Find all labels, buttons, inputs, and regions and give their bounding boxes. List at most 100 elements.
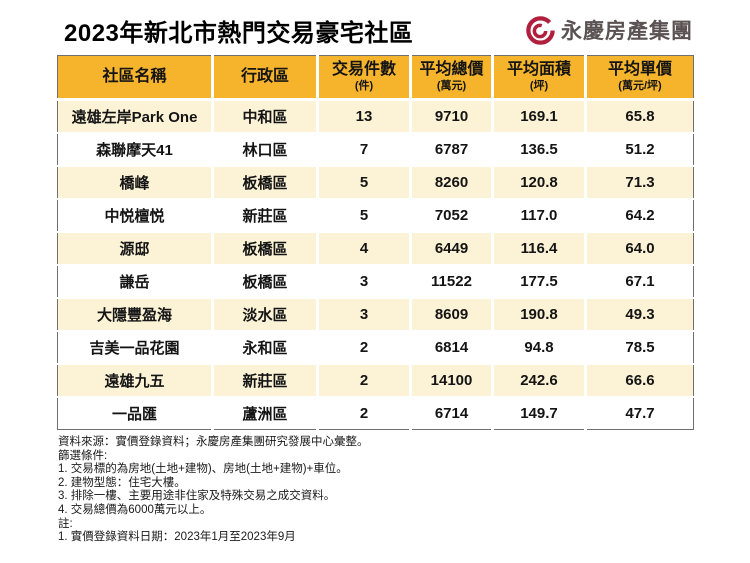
- cell-avg-total-price: 8609: [409, 297, 493, 331]
- cell-community-name: 大隱豐盈海: [57, 297, 213, 331]
- luxury-housing-table: 社區名稱 行政區 交易件數 (件) 平均總價 (萬元) 平均面積 (坪): [57, 55, 694, 430]
- cell-district: 蘆洲區: [211, 396, 318, 430]
- col-header-avg-area: 平均面積 (坪): [491, 55, 586, 101]
- col-header-unit: (坪): [529, 79, 549, 92]
- table-row: 大隱豐盈海 淡水區 3 8609 190.8 49.3: [57, 297, 694, 331]
- footnote-line: 1. 實價登錄資料日期：2023年1月至2023年9月: [58, 531, 296, 544]
- cell-transaction-count: 13: [316, 98, 411, 133]
- cell-district: 板橋區: [211, 231, 318, 265]
- cell-district: 淡水區: [211, 297, 318, 331]
- footnote-line: 4. 交易總價為6000萬元以上。: [58, 503, 212, 516]
- table-row: 遠雄左岸Park One 中和區 13 9710 169.1 65.8: [57, 98, 694, 133]
- col-header-unit: (萬元): [436, 79, 467, 92]
- table-row: 源邸 板橋區 4 6449 116.4 64.0: [57, 231, 694, 265]
- col-header-community-name: 社區名稱: [57, 55, 213, 101]
- col-header-transaction-count: 交易件數 (件): [316, 55, 411, 101]
- cell-avg-unit-price: 64.2: [584, 198, 694, 232]
- cell-avg-unit-price: 67.1: [584, 264, 694, 298]
- cell-transaction-count: 2: [316, 396, 411, 430]
- footnote-line: 註:: [58, 517, 73, 530]
- cell-community-name: 遠雄九五: [57, 363, 213, 397]
- cell-avg-area: 169.1: [491, 98, 586, 133]
- cell-community-name: 謙岳: [57, 264, 213, 298]
- cell-avg-area: 242.6: [491, 363, 586, 397]
- table-row: 吉美一品花園 永和區 2 6814 94.8 78.5: [57, 330, 694, 364]
- cell-avg-total-price: 8260: [409, 165, 493, 199]
- table-header-row: 社區名稱 行政區 交易件數 (件) 平均總價 (萬元) 平均面積 (坪): [57, 55, 694, 101]
- cell-district: 新莊區: [211, 363, 318, 397]
- cell-avg-area: 149.7: [491, 396, 586, 430]
- cell-avg-unit-price: 47.7: [584, 396, 694, 430]
- col-header-district: 行政區: [211, 55, 318, 101]
- cell-avg-total-price: 6787: [409, 132, 493, 166]
- cell-avg-area: 136.5: [491, 132, 586, 166]
- cell-community-name: 一品匯: [57, 396, 213, 430]
- cell-community-name: 橋峰: [57, 165, 213, 199]
- cell-avg-area: 116.4: [491, 231, 586, 265]
- cell-community-name: 森聯摩天41: [57, 132, 213, 166]
- cell-avg-unit-price: 65.8: [584, 98, 694, 133]
- table-row: 遠雄九五 新莊區 2 14100 242.6 66.6: [57, 363, 694, 397]
- col-header-label: 平均總價: [419, 61, 484, 79]
- footnote-line: 資料來源：實價登錄資料；永慶房產集團研究發展中心彙整。: [58, 436, 369, 448]
- table-header: 社區名稱 行政區 交易件數 (件) 平均總價 (萬元) 平均面積 (坪): [57, 55, 694, 101]
- brand-name: 永慶房產集團: [561, 20, 693, 43]
- cell-community-name: 遠雄左岸Park One: [57, 98, 213, 133]
- cell-district: 板橋區: [211, 264, 318, 298]
- cell-avg-total-price: 6449: [409, 231, 493, 265]
- cell-avg-unit-price: 64.0: [584, 231, 694, 265]
- cell-avg-total-price: 7052: [409, 198, 493, 232]
- cell-district: 林口區: [211, 132, 318, 166]
- cell-transaction-count: 3: [316, 297, 411, 331]
- cell-transaction-count: 2: [316, 363, 411, 397]
- col-header-avg-unit-price: 平均單價 (萬元/坪): [584, 55, 694, 101]
- cell-avg-area: 94.8: [491, 330, 586, 364]
- cell-avg-unit-price: 66.6: [584, 363, 694, 397]
- col-header-label: 行政區: [240, 67, 289, 85]
- cell-avg-total-price: 6714: [409, 396, 493, 430]
- cell-avg-unit-price: 71.3: [584, 165, 694, 199]
- page-title: 2023年新北市熱門交易豪宅社區: [64, 19, 414, 47]
- cell-avg-area: 190.8: [491, 297, 586, 331]
- footnotes: 資料來源：實價登錄資料；永慶房產集團研究發展中心彙整。 篩選條件: 1. 交易標的為…: [58, 436, 750, 545]
- footnote-line: 2. 建物型態：住宅大樓。: [58, 476, 186, 489]
- brand-logo: 永慶房產集團: [524, 14, 693, 47]
- cell-district: 板橋區: [211, 165, 318, 199]
- cell-transaction-count: 5: [316, 165, 411, 199]
- table-row: 中悦檀悦 新莊區 5 7052 117.0 64.2: [57, 198, 694, 232]
- cell-community-name: 中悦檀悦: [57, 198, 213, 232]
- col-header-unit: (萬元/坪): [618, 79, 662, 92]
- cell-transaction-count: 2: [316, 330, 411, 364]
- table-row: 一品匯 蘆洲區 2 6714 149.7 47.7: [57, 396, 694, 430]
- cell-district: 中和區: [211, 98, 318, 133]
- cell-avg-unit-price: 78.5: [584, 330, 694, 364]
- table-row: 謙岳 板橋區 3 11522 177.5 67.1: [57, 264, 694, 298]
- cell-avg-unit-price: 51.2: [584, 132, 694, 166]
- yungching-swirl-icon: [526, 15, 555, 45]
- cell-transaction-count: 7: [316, 132, 411, 166]
- footnote-line: 篩選條件:: [58, 449, 108, 462]
- cell-transaction-count: 3: [316, 264, 411, 298]
- cell-community-name: 吉美一品花園: [57, 330, 213, 364]
- cell-transaction-count: 5: [316, 198, 411, 232]
- cell-avg-total-price: 11522: [409, 264, 493, 298]
- col-header-label: 平均單價: [607, 61, 672, 79]
- cell-community-name: 源邸: [57, 231, 213, 265]
- cell-transaction-count: 4: [316, 231, 411, 265]
- cell-district: 新莊區: [211, 198, 318, 232]
- cell-avg-area: 120.8: [491, 165, 586, 199]
- cell-district: 永和區: [211, 330, 318, 364]
- cell-avg-unit-price: 49.3: [584, 297, 694, 331]
- cell-avg-area: 117.0: [491, 198, 586, 232]
- table-row: 橋峰 板橋區 5 8260 120.8 71.3: [57, 165, 694, 199]
- footnote-line: 1. 交易標的為房地(土地+建物)、房地(土地+建物)+車位。: [58, 463, 348, 476]
- table-row: 森聯摩天41 林口區 7 6787 136.5 51.2: [57, 132, 694, 166]
- page-header: 2023年新北市熱門交易豪宅社區 永慶房產集團: [64, 12, 693, 48]
- cell-avg-area: 177.5: [491, 264, 586, 298]
- col-header-label: 交易件數: [331, 61, 396, 79]
- cell-avg-total-price: 9710: [409, 98, 493, 133]
- cell-avg-total-price: 6814: [409, 330, 493, 364]
- col-header-unit: (件): [354, 79, 374, 92]
- footnote-line: 3. 排除一樓、主要用途非住家及特殊交易之成交資料。: [58, 490, 336, 503]
